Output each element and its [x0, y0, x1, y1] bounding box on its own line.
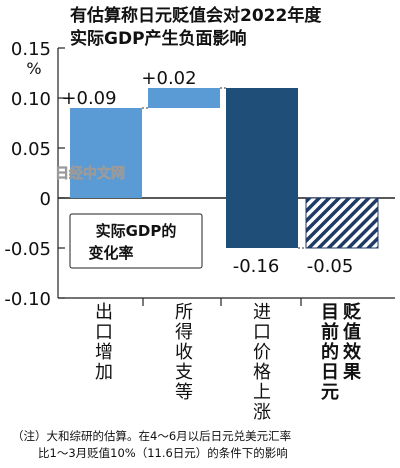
- category-label-char: 日: [321, 362, 339, 383]
- bar-2: [148, 88, 220, 108]
- category-label-char: 的: [321, 341, 339, 363]
- category-label-char: 所: [175, 302, 193, 323]
- y-tick-label: 0.10: [11, 89, 51, 110]
- category-label-char: 收: [175, 342, 193, 363]
- category-label-char: 元: [321, 382, 339, 403]
- category-label-char: 口: [253, 322, 271, 343]
- bar-1: [70, 108, 142, 198]
- category-label-char: 口: [95, 322, 113, 343]
- category-label-char: 果: [342, 362, 362, 383]
- y-tick-label: 0.05: [11, 139, 51, 160]
- category-label-char: 前: [321, 321, 339, 343]
- legend-box: 实际GDP的 变化率: [69, 213, 203, 269]
- footnote-line-2: 比1～3月贬值10%（11.6日元）的条件下的影响: [38, 446, 288, 460]
- y-axis-unit-label: %: [26, 59, 41, 78]
- waterfall-chart: 0.15 0.10 0.05 0 -0.05 -0.10% +0.09 +0.02 -0.16…: [4, 39, 395, 423]
- category-label-char: 增: [95, 342, 113, 363]
- category-label-char: 效: [343, 341, 362, 363]
- chart-title-line-2: 实际GDP产生负面影响: [70, 29, 247, 49]
- category-label-char: 上: [253, 382, 271, 403]
- y-tick-label: -0.05: [4, 239, 51, 260]
- category-label-char: 目: [321, 302, 339, 323]
- bar-4: [305, 197, 379, 249]
- y-tick-label: -0.10: [4, 289, 51, 310]
- category-label-char: 贬: [343, 301, 362, 323]
- chart-title-line-1: 有估算称日元贬值会对2022年度: [70, 6, 322, 26]
- category-label-char: 出: [95, 302, 113, 323]
- value-label-4: -0.05: [307, 256, 354, 277]
- y-tick-label: 0.15: [11, 39, 51, 60]
- legend-label-line-2: 变化率: [88, 244, 133, 262]
- value-label-2: +0.02: [141, 68, 196, 89]
- watermark-text: 日经中文网: [55, 165, 125, 182]
- category-label-char: 得: [175, 322, 193, 343]
- legend-label-line-1: 实际GDP的: [96, 222, 177, 240]
- value-label-3: -0.16: [233, 256, 280, 277]
- category-label-char: 涨: [253, 402, 271, 423]
- category-label-char: 值: [343, 321, 361, 343]
- category-label-char: 加: [95, 362, 113, 383]
- y-tick-label: 0: [40, 189, 51, 210]
- category-label-char: 格: [253, 362, 271, 383]
- category-label-char: 等: [175, 382, 193, 403]
- value-label-1: +0.09: [61, 88, 116, 109]
- category-label-char: 价: [253, 342, 271, 363]
- footnote-line-1: （注）大和综研的估算。在4～6月以后日元兑美元汇率: [12, 429, 292, 443]
- bar-3: [226, 88, 298, 248]
- category-label-char: 进: [253, 302, 271, 323]
- category-label-char: 支: [175, 362, 193, 383]
